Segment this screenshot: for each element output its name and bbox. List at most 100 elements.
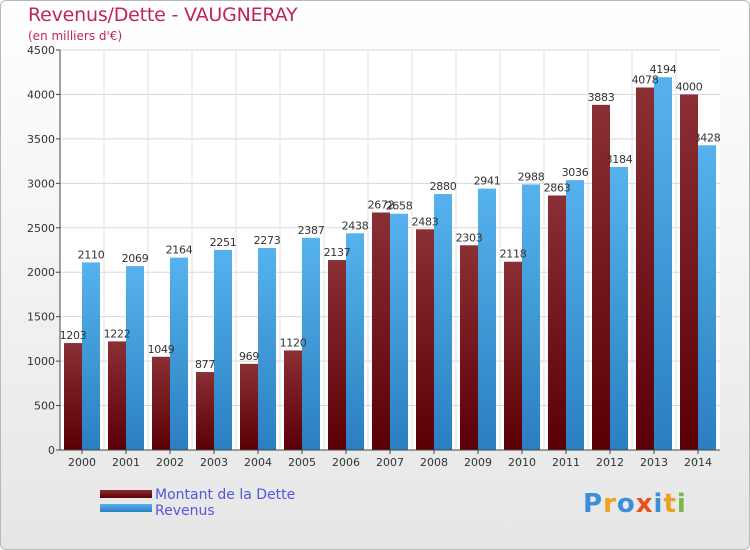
- chart-subtitle: (en milliers d'€): [28, 29, 123, 43]
- bar-revenus: [610, 166, 628, 450]
- bar-revenus: [566, 180, 584, 450]
- bar-revenus: [170, 257, 188, 450]
- data-label-revenus: 2164: [166, 244, 193, 257]
- bar-revenus: [214, 249, 232, 450]
- data-label-dette: 2863: [544, 182, 571, 195]
- data-label-dette: 969: [239, 350, 259, 363]
- bar-dette: [284, 350, 302, 450]
- data-label-dette: 2137: [324, 246, 351, 259]
- logo-letter: x: [635, 489, 654, 519]
- bar-revenus: [82, 262, 100, 450]
- logo-letter: i: [653, 489, 664, 519]
- data-label-dette: 4078: [632, 74, 659, 87]
- y-tick-label: 2500: [27, 222, 55, 235]
- data-label-revenus: 2273: [254, 234, 281, 247]
- bar-revenus: [302, 237, 320, 450]
- bar-dette: [416, 229, 434, 450]
- bar-revenus: [258, 247, 276, 450]
- data-label-dette: 1222: [104, 327, 131, 340]
- logo-letter: P: [583, 489, 604, 519]
- y-tick-label: 500: [34, 400, 55, 413]
- x-tick-label: 2014: [684, 456, 712, 469]
- data-label-dette: 1120: [280, 336, 307, 349]
- bar-dette: [328, 260, 346, 450]
- data-label-dette: 2483: [412, 215, 439, 228]
- data-label-revenus: 2110: [78, 248, 105, 261]
- bar-revenus: [522, 184, 540, 450]
- x-tick-label: 2002: [156, 456, 184, 469]
- bar-dette: [680, 94, 698, 450]
- bar-revenus: [390, 213, 408, 450]
- x-tick-label: 2004: [244, 456, 272, 469]
- bar-dette: [196, 372, 214, 450]
- x-tick-label: 2011: [552, 456, 580, 469]
- data-label-revenus: 2069: [122, 252, 149, 265]
- data-label-revenus: 2880: [430, 180, 457, 193]
- bar-revenus: [698, 145, 716, 451]
- x-tick-label: 2006: [332, 456, 360, 469]
- data-label-revenus: 2658: [386, 200, 413, 213]
- y-tick-label: 0: [48, 444, 55, 457]
- data-label-dette: 2118: [500, 248, 527, 261]
- legend-label-dette: Montant de la Dette: [155, 487, 296, 503]
- bar-dette: [372, 212, 390, 450]
- bar-dette: [108, 341, 126, 450]
- logo-letter: i: [676, 489, 687, 519]
- bar-revenus: [478, 188, 496, 451]
- bar-dette: [592, 104, 610, 450]
- data-label-revenus: 3428: [694, 131, 721, 144]
- bar-revenus: [434, 194, 452, 450]
- legend-swatch-revenus: [100, 504, 152, 512]
- bar-dette: [548, 195, 566, 450]
- data-label-dette: 1049: [148, 343, 175, 356]
- bar-dette: [240, 363, 258, 450]
- bar-revenus: [346, 233, 364, 450]
- bar-dette: [460, 245, 478, 450]
- x-tick-label: 2001: [112, 456, 140, 469]
- chart-title: Revenus/Dette - VAUGNERAY: [28, 4, 298, 26]
- x-tick-label: 2008: [420, 456, 448, 469]
- proxiti-logo: Proxiti: [583, 489, 687, 519]
- y-tick-label: 1500: [27, 311, 55, 324]
- data-label-revenus: 2387: [298, 224, 325, 237]
- data-label-dette: 4000: [676, 80, 703, 93]
- data-label-dette: 877: [195, 358, 215, 371]
- y-tick-label: 4500: [27, 44, 55, 57]
- x-tick-label: 2009: [464, 456, 492, 469]
- logo-letter: t: [663, 489, 677, 519]
- x-tick-label: 2003: [200, 456, 228, 469]
- data-label-dette: 2672: [368, 198, 395, 211]
- data-label-dette: 2303: [456, 231, 483, 244]
- data-label-revenus: 2988: [518, 170, 545, 183]
- data-label-revenus: 3184: [606, 153, 633, 166]
- bar-dette: [152, 356, 170, 450]
- x-tick-label: 2013: [640, 456, 668, 469]
- data-label-revenus: 2941: [474, 175, 501, 188]
- legend-label-revenus: Revenus: [155, 503, 215, 519]
- bar-revenus: [126, 266, 144, 450]
- bar-revenus: [654, 77, 672, 450]
- y-tick-label: 4000: [27, 88, 55, 101]
- x-tick-label: 2010: [508, 456, 536, 469]
- data-label-revenus: 2251: [210, 236, 237, 249]
- logo-letter: o: [616, 489, 636, 519]
- y-tick-label: 1000: [27, 355, 55, 368]
- logo-letter: r: [603, 489, 617, 519]
- bar-dette: [64, 343, 82, 450]
- legend-swatch-dette: [100, 490, 152, 498]
- y-tick-label: 3500: [27, 133, 55, 146]
- bar-dette: [504, 261, 522, 450]
- data-label-revenus: 3036: [562, 166, 589, 179]
- x-tick-label: 2005: [288, 456, 316, 469]
- x-tick-label: 2012: [596, 456, 624, 469]
- bar-dette: [636, 87, 654, 450]
- y-tick-label: 3000: [27, 177, 55, 190]
- x-tick-label: 2007: [376, 456, 404, 469]
- y-tick-label: 2000: [27, 266, 55, 279]
- data-label-dette: 1203: [60, 329, 87, 342]
- data-label-dette: 3883: [588, 91, 615, 104]
- data-label-revenus: 2438: [342, 219, 369, 232]
- data-label-revenus: 4194: [650, 63, 677, 76]
- x-tick-label: 2000: [68, 456, 96, 469]
